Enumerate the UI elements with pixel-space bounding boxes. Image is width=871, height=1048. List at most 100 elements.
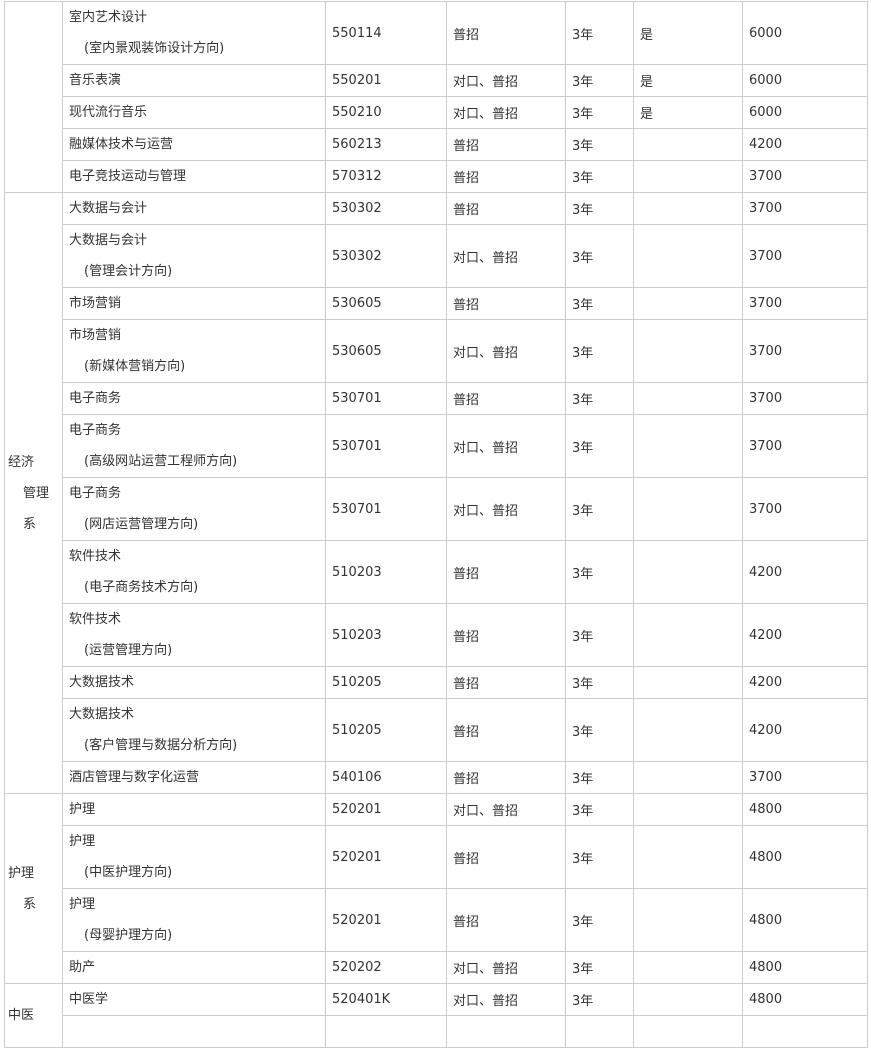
major-name: 大数据技术 <box>69 675 135 690</box>
duration: 3年 <box>565 64 634 97</box>
duration: 3年 <box>565 761 634 794</box>
duration: 3年 <box>565 319 634 383</box>
major-code: 530605 <box>325 319 447 383</box>
table-row: 大数据技术 (客户管理与数据分析方向) 510205 普招 3年 4200 <box>5 698 868 762</box>
duration: 3年 <box>565 951 634 984</box>
duration: 3年 <box>565 96 634 129</box>
major-code: 540106 <box>325 761 447 794</box>
major-name-cell: 音乐表演 <box>62 64 326 97</box>
major-code: 520401K <box>325 983 447 1016</box>
department-name-line: 护理 <box>8 865 35 881</box>
major-name: 护理 <box>69 834 96 849</box>
major-name-cell: 软件技术 (电子商务技术方向) <box>62 540 326 604</box>
major-code: 520201 <box>325 888 447 952</box>
major-name-cell: 室内艺术设计 (室内景观装饰设计方向) <box>62 1 326 65</box>
major-code: 520201 <box>325 793 447 826</box>
duration: 3年 <box>565 540 634 604</box>
tuition-fee: 6000 <box>742 64 868 97</box>
major-name: 护理 <box>69 897 96 912</box>
major-name-cell: 电子商务 (网店运营管理方向) <box>62 477 326 541</box>
table-row: 软件技术 (电子商务技术方向) 510203 普招 3年 4200 <box>5 540 868 604</box>
tuition-fee: 3700 <box>742 160 868 193</box>
department-cell: 中医 <box>4 983 63 1048</box>
major-code: 510203 <box>325 540 447 604</box>
duration: 3年 <box>565 224 634 288</box>
flag-cell <box>633 793 743 826</box>
department-name-line: 管理 <box>23 485 50 501</box>
major-code: 570312 <box>325 160 447 193</box>
enrollment-type: 普招 <box>446 825 566 889</box>
tuition-fee: 3700 <box>742 192 868 225</box>
enrollment-type: 普招 <box>446 540 566 604</box>
major-name-cell: 大数据技术 <box>62 666 326 699</box>
major-name-cell: 软件技术 (运营管理方向) <box>62 603 326 667</box>
table-row: 现代流行音乐 550210 对口、普招 3年是 6000 <box>5 96 868 129</box>
enrollment-type: 对口、普招 <box>446 96 566 129</box>
table-row: 护理系护理 520201 对口、普招 3年 4800 <box>4 793 868 984</box>
tuition-fee: 3700 <box>742 761 868 794</box>
major-name-cell: 护理 (母婴护理方向) <box>62 888 326 952</box>
major-code: 510205 <box>325 666 447 699</box>
enrollment-type: 普招 <box>446 761 566 794</box>
flag-cell <box>633 1015 743 1048</box>
flag-cell: 是 <box>633 1 743 65</box>
tuition-fee: 3700 <box>742 287 868 320</box>
major-name-cell: 市场营销 (新媒体营销方向) <box>62 319 326 383</box>
table-row: 市场营销 (新媒体营销方向) 530605 对口、普招 3年 3700 <box>5 319 868 383</box>
major-direction: (高级网站运营工程师方向) <box>84 454 238 469</box>
department-name-line: 系 <box>23 896 37 912</box>
enrollment-type: 对口、普招 <box>446 64 566 97</box>
major-name-cell: 融媒体技术与运营 <box>62 128 326 161</box>
major-direction: (网店运营管理方向) <box>84 517 199 532</box>
major-name-cell: 护理 (中医护理方向) <box>62 825 326 889</box>
table-row: 护理 (中医护理方向) 520201 普招 3年 4800 <box>5 825 868 889</box>
table-row: 助产 520202 对口、普招 3年 4800 <box>5 951 868 984</box>
major-name: 酒店管理与数字化运营 <box>69 770 200 785</box>
flag-cell <box>633 382 743 415</box>
duration: 3年 <box>565 793 634 826</box>
tuition-fee: 4200 <box>742 666 868 699</box>
department-name-line: 经济 <box>8 454 35 470</box>
enrollment-type: 普招 <box>446 192 566 225</box>
enrollment-type: 对口、普招 <box>446 224 566 288</box>
enrollment-type <box>446 1015 566 1048</box>
duration: 3年 <box>565 414 634 478</box>
table-row: 大数据技术 510205 普招 3年 4200 <box>5 666 868 699</box>
major-direction: (中医护理方向) <box>84 865 173 880</box>
major-code: 550114 <box>325 1 447 65</box>
major-name: 室内艺术设计 <box>69 10 148 25</box>
major-code: 510203 <box>325 603 447 667</box>
major-direction: (室内景观装饰设计方向) <box>84 41 225 56</box>
major-name-cell <box>62 1015 326 1048</box>
flag-cell <box>633 160 743 193</box>
major-name: 市场营销 <box>69 296 122 311</box>
major-name: 现代流行音乐 <box>69 105 148 120</box>
enrollment-type: 对口、普招 <box>446 414 566 478</box>
tuition-fee: 3700 <box>742 224 868 288</box>
duration: 3年 <box>565 698 634 762</box>
enrollment-type: 普招 <box>446 160 566 193</box>
table-row: 电子商务 530701 普招 3年 3700 <box>5 382 868 415</box>
flag-cell <box>633 477 743 541</box>
major-code: 560213 <box>325 128 447 161</box>
flag-cell <box>633 951 743 984</box>
flag-cell <box>633 128 743 161</box>
enrollment-type: 普招 <box>446 603 566 667</box>
tuition-fee: 6000 <box>742 1 868 65</box>
flag-cell <box>633 603 743 667</box>
major-name-cell: 中医学 <box>62 983 326 1016</box>
tuition-fee: 4200 <box>742 698 868 762</box>
tuition-fee: 4200 <box>742 540 868 604</box>
tuition-fee: 3700 <box>742 382 868 415</box>
duration: 3年 <box>565 603 634 667</box>
tuition-fee: 3700 <box>742 477 868 541</box>
major-code: 530302 <box>325 192 447 225</box>
table-row: 电子竞技运动与管理 570312 普招 3年 3700 <box>5 160 868 193</box>
duration <box>565 1015 634 1048</box>
major-name-cell: 助产 <box>62 951 326 984</box>
major-direction: (客户管理与数据分析方向) <box>84 738 238 753</box>
enrollment-type: 普招 <box>446 666 566 699</box>
department-name-line: 中医 <box>8 1008 35 1023</box>
major-name-cell: 大数据技术 (客户管理与数据分析方向) <box>62 698 326 762</box>
tuition-fee: 4800 <box>742 983 868 1016</box>
